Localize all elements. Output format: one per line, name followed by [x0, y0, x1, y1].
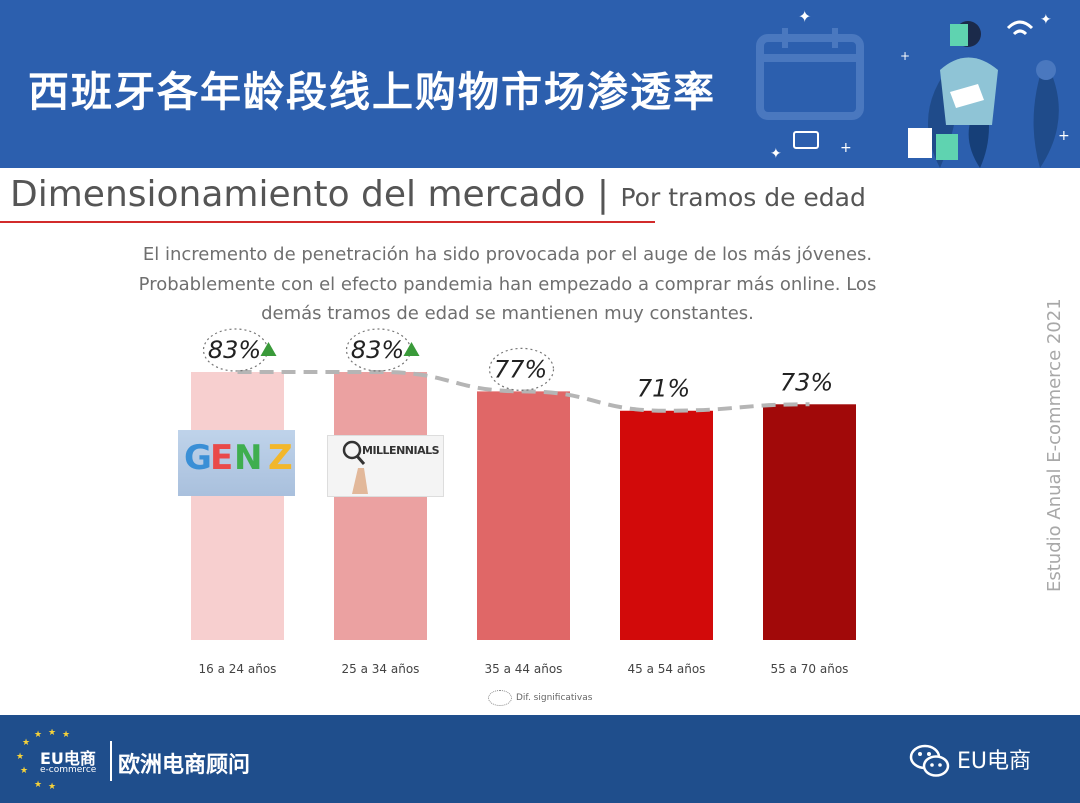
svg-text:✦: ✦	[1040, 12, 1052, 28]
increase-arrow-icon	[260, 342, 277, 356]
description-line: Probablemente con el efecto pandemia han…	[138, 273, 877, 295]
bar-3	[477, 391, 570, 640]
category-label: 16 a 24 años	[199, 662, 277, 676]
legend-significance-icon	[488, 690, 512, 706]
genz-letter: Z	[268, 438, 293, 478]
value-label: 71%	[637, 375, 690, 403]
svg-text:★: ★	[48, 782, 56, 791]
footer-logo-subtext: e-commerce	[40, 765, 97, 775]
value-label: 83%	[208, 336, 261, 364]
gen-z-image: G E N Z	[178, 430, 295, 496]
svg-text:★: ★	[34, 780, 42, 790]
svg-text:+: +	[1058, 128, 1070, 144]
increase-arrow-icon	[403, 342, 420, 356]
svg-text:+: +	[840, 140, 852, 156]
footer-brand: 欧洲电商顾问	[118, 753, 251, 778]
svg-text:✦: ✦	[798, 7, 811, 26]
genz-letter: G	[184, 438, 212, 478]
chart-legend: Dif. significativas	[488, 690, 592, 706]
svg-text:★: ★	[62, 730, 70, 740]
page-title: 西班牙各年龄段线上购物市场渗透率	[28, 68, 716, 116]
section-title-main: Dimensionamiento del mercado	[10, 174, 586, 215]
svg-text:+: +	[900, 49, 910, 63]
value-label: 77%	[494, 355, 547, 383]
footer-logo-text: EU电商	[40, 749, 96, 768]
bar-2	[334, 372, 427, 640]
section-title-separator: |	[596, 174, 610, 215]
bar-5	[763, 404, 856, 640]
footer-account: EU电商	[957, 749, 1032, 774]
legend-label: Dif. significativas	[516, 693, 593, 703]
eu-stars-logo-icon: ★ ★ ★ ★ ★ ★ ★ ★	[16, 729, 70, 791]
svg-text:★: ★	[34, 730, 42, 740]
significance-marker	[488, 347, 555, 391]
section-subtitle: Por tramos de edad	[620, 183, 866, 212]
millennials-text: MILLENNIALS	[362, 444, 440, 457]
category-label: 35 a 44 años	[485, 662, 563, 676]
genz-letter: N	[234, 438, 263, 478]
genz-letter: E	[210, 438, 234, 478]
svg-text:★: ★	[16, 752, 24, 762]
footer: ★ ★ ★ ★ ★ ★ ★ ★ EU电商 e-commerce 欧洲电商顾问 EU电商	[0, 715, 1080, 803]
value-label: 73%	[780, 368, 833, 396]
svg-text:★: ★	[22, 738, 30, 748]
bar-4	[620, 410, 713, 640]
trend-line	[237, 369, 810, 413]
category-label: 55 a 70 años	[771, 662, 849, 676]
wechat-icon	[909, 744, 950, 777]
bar-1	[191, 372, 284, 640]
value-label: 83%	[351, 336, 404, 364]
title-underline	[0, 221, 655, 223]
section-title: Dimensionamiento del mercado | Por tramo…	[10, 174, 866, 215]
description-line: demás tramos de edad se mantienen muy co…	[261, 303, 754, 324]
category-label: 25 a 34 años	[342, 662, 420, 676]
svg-text:★: ★	[20, 766, 28, 776]
category-label: 45 a 54 años	[628, 662, 706, 676]
millennials-image: MILLENNIALS	[327, 435, 444, 497]
magnifier-hand-icon	[342, 440, 368, 494]
svg-text:✦: ✦	[770, 146, 782, 162]
shopping-illustration-icon: ✦ + ✦ ✦ + +	[756, 7, 1070, 168]
description-text: El incremento de penetración ha sido pro…	[60, 240, 955, 329]
svg-text:★: ★	[48, 729, 56, 738]
header-banner: ✦ + ✦ ✦ + + 西班牙各年龄段线上购物市场渗透率	[0, 0, 1080, 168]
description-line: El incremento de penetración ha sido pro…	[142, 244, 873, 265]
footer-divider	[110, 741, 112, 781]
